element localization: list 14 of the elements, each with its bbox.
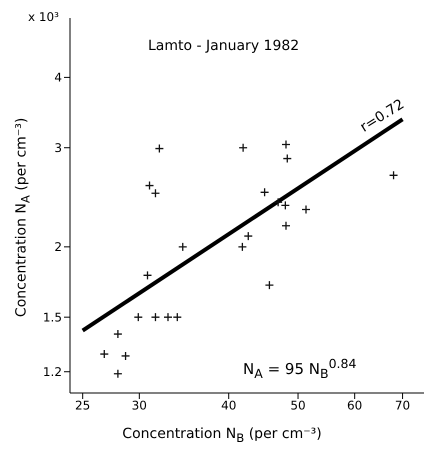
y-tick-label: 4 — [54, 70, 62, 85]
x-tick-label: 60 — [347, 398, 362, 413]
x-tick-label: 25 — [75, 398, 90, 413]
text: x 10³ — [28, 10, 59, 24]
x-tick-label: 40 — [221, 398, 236, 413]
text: Lamto - January 1982 — [148, 38, 300, 54]
x-tick-label: 50 — [290, 398, 306, 413]
y-tick-label: 2 — [54, 240, 62, 254]
x-tick-label: 70 — [394, 398, 410, 413]
x-axis-title: Concentration N$_{B}$ (per cm⁻³) — [121, 426, 323, 445]
y-tick-label: 1.5 — [42, 310, 62, 324]
y-tick-label: 1.2 — [42, 364, 62, 379]
x-tick-label: 30 — [132, 398, 147, 413]
y-tick-label: 3 — [54, 140, 62, 155]
